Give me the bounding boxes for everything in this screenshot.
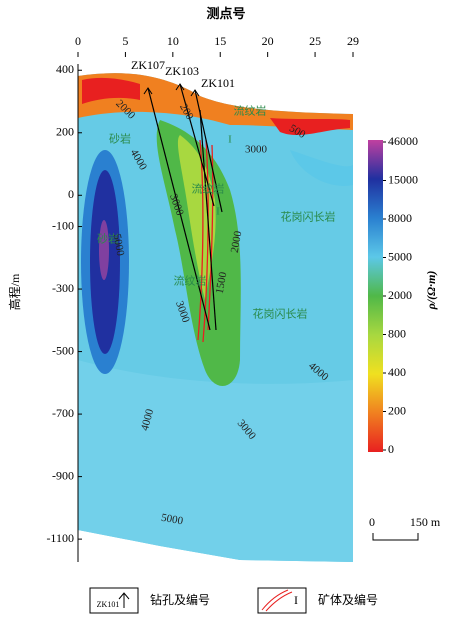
contour-label: 1500 bbox=[214, 271, 230, 295]
y-tick-label: 200 bbox=[56, 125, 74, 139]
colorbar-title: ρ/(Ω·m) bbox=[424, 271, 438, 311]
x-tick-label: 29 bbox=[347, 34, 359, 48]
x-tick-label: 15 bbox=[214, 34, 226, 48]
y-tick-label: -500 bbox=[52, 343, 74, 357]
colorbar-tick-label: 5000 bbox=[388, 249, 412, 263]
geology-label: I bbox=[228, 134, 232, 146]
colorbar-tick-label: 2000 bbox=[388, 288, 412, 302]
contour-label: 3000 bbox=[245, 144, 268, 156]
legend-sample: I bbox=[294, 593, 298, 607]
colorbar-tick-label: 400 bbox=[388, 365, 406, 379]
x-tick-label: 10 bbox=[167, 34, 179, 48]
colorbar-tick-label: 8000 bbox=[388, 211, 412, 225]
legend bbox=[89, 587, 307, 614]
borehole-arrow bbox=[175, 83, 185, 91]
x-tick-label: 20 bbox=[262, 34, 274, 48]
legend-sample: ZK101 bbox=[97, 600, 120, 609]
legend-label: 钻孔及编号 bbox=[150, 592, 210, 607]
legend-label: 矿体及编号 bbox=[318, 592, 378, 607]
contour-label: 2000 bbox=[229, 230, 245, 254]
y-tick-label: -300 bbox=[52, 281, 74, 295]
x-tick-label: 25 bbox=[309, 34, 321, 48]
y-tick-label: -700 bbox=[52, 406, 74, 420]
borehole-arrow bbox=[143, 87, 153, 95]
y-tick-label: -100 bbox=[52, 218, 74, 232]
y-tick-label: -1100 bbox=[46, 531, 74, 545]
geology-label: 砂岩 bbox=[97, 232, 119, 246]
scale-bar bbox=[372, 533, 419, 541]
geology-label: 流纹岩 bbox=[192, 182, 225, 196]
colorbar bbox=[368, 140, 383, 452]
y-tick-label: -900 bbox=[52, 468, 74, 482]
scale-end: 150 m bbox=[410, 515, 441, 529]
x-axis-title: 测点号 bbox=[206, 6, 245, 21]
geology-label: 流纹岩 bbox=[234, 104, 267, 118]
borehole-label: ZK107 bbox=[131, 58, 165, 72]
geology-label: 流纹岩 bbox=[174, 274, 207, 288]
colorbar-tick-label: 200 bbox=[388, 403, 406, 417]
y-tick-label: 400 bbox=[56, 62, 74, 76]
colorbar-tick-label: 800 bbox=[388, 326, 406, 340]
colorbar-tick-label: 15000 bbox=[388, 172, 418, 186]
section-body bbox=[77, 64, 353, 562]
geology-label: 花岗闪长岩 bbox=[281, 210, 336, 224]
contour-label: 5000 bbox=[111, 233, 127, 257]
y-tick-label: 0 bbox=[68, 187, 74, 201]
geology-label: I bbox=[216, 206, 220, 218]
colorbar-tick-label: 0 bbox=[388, 442, 394, 456]
scale-start: 0 bbox=[369, 515, 375, 529]
colorbar-tick-label: 46000 bbox=[388, 134, 418, 148]
borehole-arrow bbox=[190, 89, 200, 97]
contour-label: 4000 bbox=[139, 407, 156, 432]
x-tick-label: 5 bbox=[122, 34, 128, 48]
borehole-label: ZK101 bbox=[201, 76, 235, 90]
x-tick-label: 0 bbox=[75, 34, 81, 48]
contour-label: 5000 bbox=[160, 512, 184, 528]
borehole-label: ZK103 bbox=[165, 64, 199, 78]
y-axis-title: 高程/m bbox=[7, 273, 22, 310]
geology-label: 花岗闪长岩 bbox=[253, 307, 308, 321]
boreholes bbox=[147, 83, 223, 331]
geology-label: 砂岩 bbox=[109, 132, 131, 146]
